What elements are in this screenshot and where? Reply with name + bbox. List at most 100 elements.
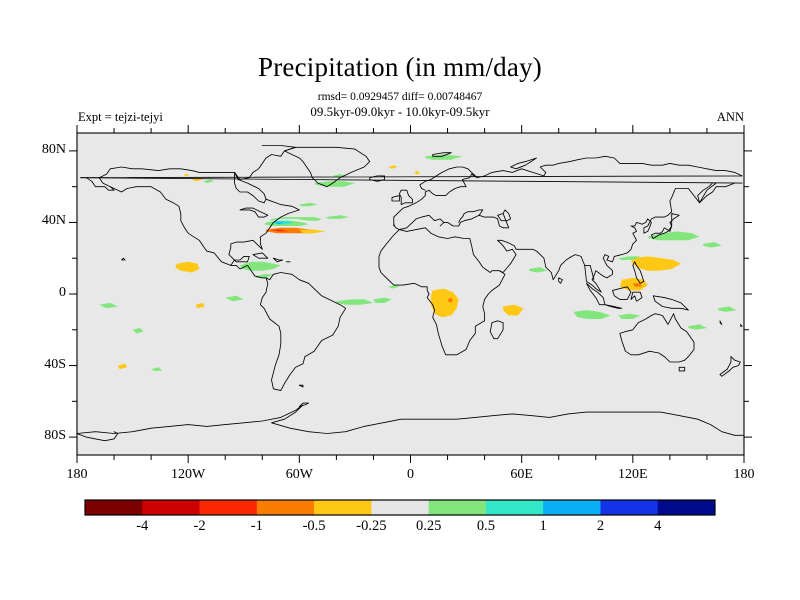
x-axis-tick-label: 0: [407, 467, 414, 482]
coastline-segment: [121, 257, 126, 261]
anomaly-patch: [175, 261, 200, 273]
colorbar-band: [314, 500, 372, 515]
anomaly-patch: [632, 283, 643, 287]
anomaly-patch: [430, 288, 459, 318]
coastline-segment: [398, 189, 413, 206]
anomaly-patch: [647, 231, 700, 241]
subtitle-statistics: rmsd= 0.0929457 diff= 0.00748467: [317, 91, 483, 103]
anomaly-patch: [425, 154, 463, 160]
coastline-segment: [478, 213, 510, 229]
coastline-layer: [77, 145, 744, 442]
coastline-segment: [652, 295, 689, 311]
coastline-segment: [234, 171, 267, 204]
anomaly-patch: [631, 256, 681, 271]
y-axis-tick-label: 80N: [41, 141, 66, 157]
page-title: Precipitation (in mm/day): [258, 52, 542, 82]
map-background: [77, 133, 744, 455]
anomaly-patch: [503, 304, 524, 316]
y-axis-tick-label: 80S: [44, 428, 66, 444]
y-axis-tick-label: 0: [59, 285, 66, 300]
coastline-segment: [298, 402, 310, 408]
coastline-segment: [497, 209, 512, 222]
coastline-segment: [77, 404, 744, 436]
coastline-segment: [432, 152, 452, 157]
anomaly-patch: [388, 165, 398, 169]
anomaly-patch: [269, 217, 322, 221]
coastline-segment: [632, 261, 645, 284]
anomaly-patch: [269, 229, 289, 232]
colorbar-band: [543, 500, 601, 515]
x-axis-tick-label: 180: [66, 467, 88, 482]
coastline-segment: [510, 157, 537, 170]
colorbar-tick-label: -1: [250, 518, 263, 534]
coastline-segment: [378, 227, 506, 356]
colorbar-band: [85, 500, 143, 515]
anomaly-patch: [447, 297, 454, 303]
anomaly-patch: [151, 367, 163, 371]
anomaly-patch: [299, 229, 326, 234]
coastline-segment: [739, 323, 743, 327]
coastline-segment: [252, 252, 269, 259]
anomaly-patch: [388, 285, 400, 289]
x-axis-tick-label: 60E: [510, 467, 533, 482]
coastline-segment: [98, 145, 297, 180]
anomaly-patch: [373, 297, 392, 303]
anomaly-patch: [718, 306, 737, 312]
coastline-segment: [284, 146, 371, 188]
x-axis-tick-label: 120E: [618, 467, 648, 482]
anomaly-patch: [195, 302, 205, 309]
anomaly-patch: [299, 202, 318, 207]
colorbar-tick-label: -2: [193, 518, 206, 534]
colorbar-band: [657, 500, 716, 515]
colorbar-tick-label: 0.5: [476, 518, 495, 534]
coastline-segment: [259, 272, 347, 392]
y-axis-tick-label: 40N: [41, 213, 66, 229]
coastline-segment: [419, 166, 478, 191]
coastline-segment: [604, 304, 623, 309]
anomaly-patch: [240, 261, 281, 271]
anomaly-patch: [703, 242, 722, 248]
coastline-segment: [719, 320, 723, 325]
colorbar: [84, 499, 716, 516]
anomaly-patch: [414, 170, 420, 175]
x-axis-tick-label: 120W: [171, 467, 206, 482]
coastline-segment: [228, 198, 300, 266]
coastline-segment: [678, 366, 686, 372]
y-axis-tick-label: 40S: [44, 356, 66, 372]
anomaly-patch: [203, 179, 215, 184]
anomaly-patch: [132, 328, 144, 334]
colorbar-tick-label: 4: [654, 518, 662, 534]
coastline-segment: [77, 431, 119, 442]
anomaly-patch: [688, 324, 707, 330]
coastline-segment: [98, 177, 267, 279]
anomaly-patch: [325, 215, 350, 219]
colorbar-tick-label: 0.25: [415, 518, 442, 534]
anomaly-patch: [225, 295, 244, 302]
coastline-segment: [80, 177, 743, 293]
coastline-segment: [612, 286, 632, 300]
anomaly-patch: [529, 267, 548, 273]
colorbar-band: [600, 500, 659, 515]
coastline-segment: [272, 257, 284, 263]
colorbar-tick-label: -0.25: [356, 518, 387, 534]
coastline-segment: [558, 277, 563, 284]
coastline-segment: [393, 209, 484, 231]
anomaly-shading-layer: [99, 154, 737, 371]
colorbar-frame: [84, 499, 716, 516]
coastline-segment: [489, 320, 504, 340]
coastline-segment: [391, 195, 400, 202]
colorbar-tick-label: 2: [596, 518, 605, 534]
colorbar-tick-label: 1: [539, 518, 547, 534]
coastline-segment: [630, 291, 643, 302]
coastline-segment: [298, 384, 304, 388]
anomaly-patch: [273, 222, 285, 225]
anomaly-patch: [117, 363, 127, 370]
anomaly-patch: [573, 310, 611, 319]
colorbar-tick-label: -4: [136, 518, 149, 534]
colorbar-band: [256, 500, 315, 515]
x-axis-tick-label: 180: [733, 467, 755, 482]
experiment-label: Expt = tejzi-tejyi: [78, 110, 163, 124]
anomaly-patch: [618, 313, 641, 319]
